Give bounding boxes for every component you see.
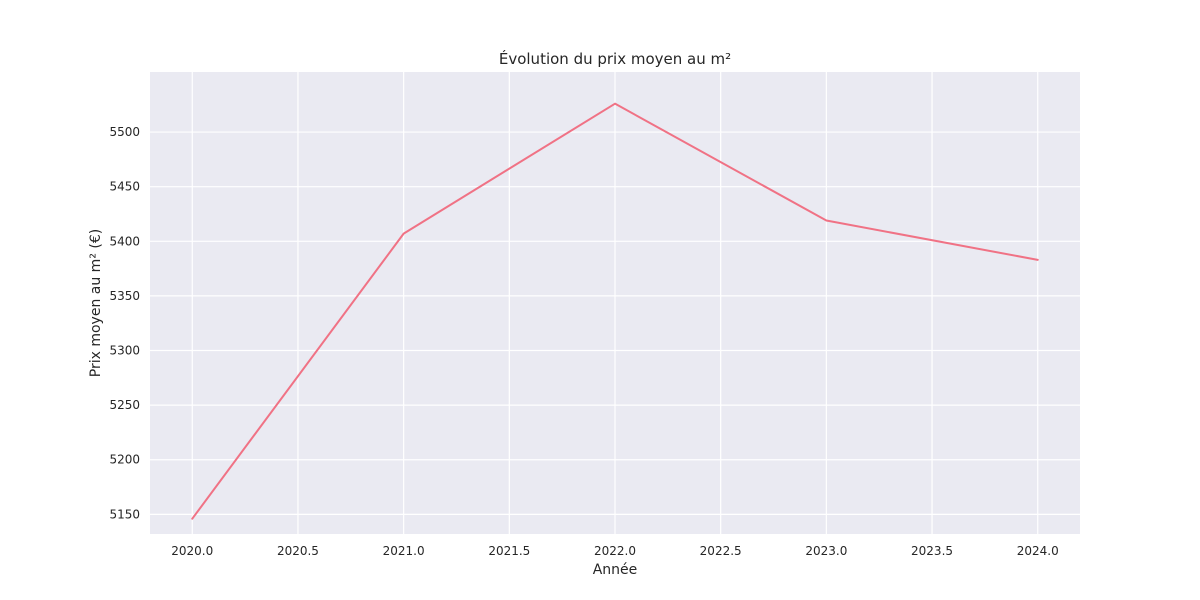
series-line <box>191 102 1039 520</box>
x-tick-label: 2021.0 <box>383 544 425 558</box>
series-layer <box>191 102 1039 520</box>
tick-layer: 2020.0 2020.5 2021.0 2021.5 2022.0 2022.5 2023… <box>109 125 1058 558</box>
y-tick-label: 5500 <box>109 125 140 139</box>
y-tick-label: 5200 <box>109 453 140 467</box>
x-tick-label: 2021.5 <box>488 544 530 558</box>
y-tick-label: 5350 <box>109 289 140 303</box>
x-tick-label: 2020.0 <box>171 544 213 558</box>
y-tick-label: 5300 <box>109 344 140 358</box>
x-tick-label: 2022.5 <box>700 544 742 558</box>
x-tick-label: 2023.0 <box>805 544 847 558</box>
x-tick-label: 2020.5 <box>277 544 319 558</box>
y-tick-label: 5450 <box>109 180 140 194</box>
y-tick-label: 5150 <box>109 507 140 521</box>
y-tick-label: 5250 <box>109 398 140 412</box>
x-tick-label: 2023.5 <box>911 544 953 558</box>
x-axis-label: Année <box>593 562 638 578</box>
grid-layer <box>150 72 1080 534</box>
x-tick-label: 2024.0 <box>1017 544 1059 558</box>
y-axis-label: Prix moyen au m² (€) <box>88 229 104 377</box>
y-tick-label: 5400 <box>109 234 140 248</box>
x-tick-label: 2022.0 <box>594 544 636 558</box>
chart-title: Évolution du prix moyen au m² <box>499 49 731 68</box>
